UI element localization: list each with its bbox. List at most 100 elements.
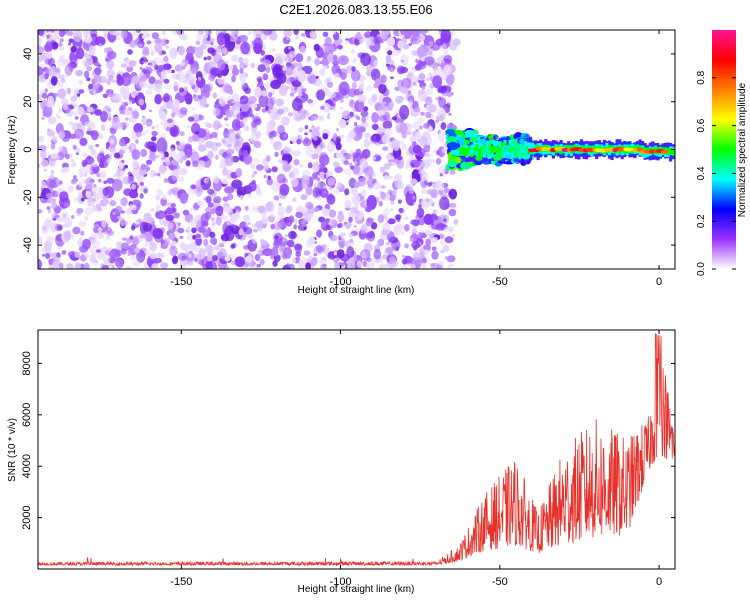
noise-speckle <box>177 222 181 226</box>
noise-speckle <box>188 136 193 141</box>
noise-speckle <box>309 182 313 187</box>
noise-speckle <box>95 193 102 200</box>
noise-speckle <box>443 219 447 222</box>
noise-speckle <box>45 236 55 245</box>
noise-speckle <box>136 203 141 210</box>
noise-speckle <box>47 209 52 214</box>
noise-speckle <box>38 209 43 214</box>
noise-speckle <box>223 129 230 139</box>
noise-speckle <box>98 227 103 233</box>
noise-speckle <box>278 203 282 206</box>
noise-speckle <box>380 185 386 189</box>
noise-speckle <box>326 115 330 120</box>
noise-speckle <box>107 50 117 60</box>
noise-speckle <box>180 151 186 157</box>
noise-speckle <box>318 115 325 121</box>
noise-speckle <box>126 65 134 73</box>
noise-speckle <box>44 88 48 93</box>
noise-speckle <box>126 99 133 106</box>
noise-speckle <box>210 132 218 138</box>
noise-speckle <box>141 115 146 119</box>
noise-speckle <box>174 161 179 168</box>
noise-speckle <box>72 144 77 150</box>
noise-speckle <box>58 108 63 114</box>
noise-speckle <box>38 236 43 244</box>
noise-speckle <box>301 97 306 104</box>
noise-speckle <box>419 255 427 264</box>
noise-speckle <box>76 93 81 97</box>
noise-speckle <box>414 106 421 113</box>
noise-speckle <box>200 84 211 93</box>
noise-speckle <box>336 127 340 132</box>
noise-speckle <box>89 33 99 46</box>
noise-speckle <box>235 210 240 216</box>
noise-speckle <box>413 201 417 205</box>
noise-speckle <box>354 99 365 113</box>
noise-speckle <box>205 244 214 254</box>
noise-speckle <box>316 177 321 182</box>
noise-speckle <box>70 46 77 53</box>
noise-speckle <box>364 31 373 39</box>
noise-speckle <box>66 87 72 95</box>
noise-speckle <box>381 229 390 236</box>
noise-speckle <box>368 140 374 145</box>
noise-speckle <box>85 50 92 60</box>
noise-speckle <box>119 217 126 227</box>
noise-speckle <box>78 89 85 94</box>
noise-speckle <box>379 166 386 173</box>
noise-speckle <box>43 218 52 230</box>
noise-speckle <box>40 159 49 168</box>
y-tick-label: 6000 <box>21 403 33 427</box>
noise-speckle <box>130 145 135 149</box>
noise-speckle <box>391 139 397 144</box>
noise-speckle <box>64 153 71 160</box>
noise-speckle <box>167 190 173 196</box>
noise-speckle <box>84 253 90 258</box>
noise-speckle <box>251 120 258 128</box>
noise-speckle <box>265 105 269 111</box>
noise-speckle <box>128 60 137 67</box>
noise-speckle <box>323 190 327 194</box>
noise-speckle <box>68 251 77 258</box>
noise-speckle <box>343 260 347 266</box>
noise-speckle <box>251 237 257 244</box>
noise-speckle <box>189 218 197 227</box>
noise-speckle <box>216 32 226 46</box>
noise-speckle <box>135 221 140 225</box>
noise-speckle <box>447 264 452 269</box>
noise-speckle <box>428 40 434 48</box>
noise-speckle <box>212 108 221 116</box>
noise-speckle <box>203 238 209 247</box>
noise-speckle <box>165 222 174 230</box>
noise-speckle <box>41 180 47 189</box>
noise-speckle <box>217 73 223 78</box>
noise-speckle <box>190 184 197 190</box>
noise-speckle <box>228 128 235 133</box>
signal-band-cell <box>477 148 482 156</box>
noise-speckle <box>127 49 133 55</box>
noise-speckle <box>335 142 342 151</box>
noise-speckle <box>38 55 43 63</box>
signal-blob <box>469 148 475 154</box>
signal-band-cell <box>671 148 675 156</box>
noise-speckle <box>195 237 203 246</box>
noise-speckle <box>407 100 414 107</box>
noise-speckle <box>68 38 74 43</box>
noise-speckle <box>180 61 186 67</box>
noise-speckle <box>48 258 54 266</box>
noise-speckle <box>263 164 270 171</box>
noise-speckle <box>438 85 447 94</box>
noise-speckle <box>443 64 452 76</box>
noise-speckle <box>418 170 423 174</box>
signal-blob <box>486 154 493 160</box>
noise-speckle <box>66 263 74 269</box>
noise-speckle <box>129 235 134 240</box>
noise-speckle <box>400 53 409 66</box>
noise-speckle <box>139 81 147 88</box>
x-tick-label: -100 <box>330 276 352 288</box>
noise-speckle <box>196 180 201 188</box>
noise-speckle <box>287 112 294 117</box>
noise-speckle <box>283 133 288 139</box>
noise-speckle <box>316 229 323 238</box>
noise-speckle <box>84 30 89 34</box>
